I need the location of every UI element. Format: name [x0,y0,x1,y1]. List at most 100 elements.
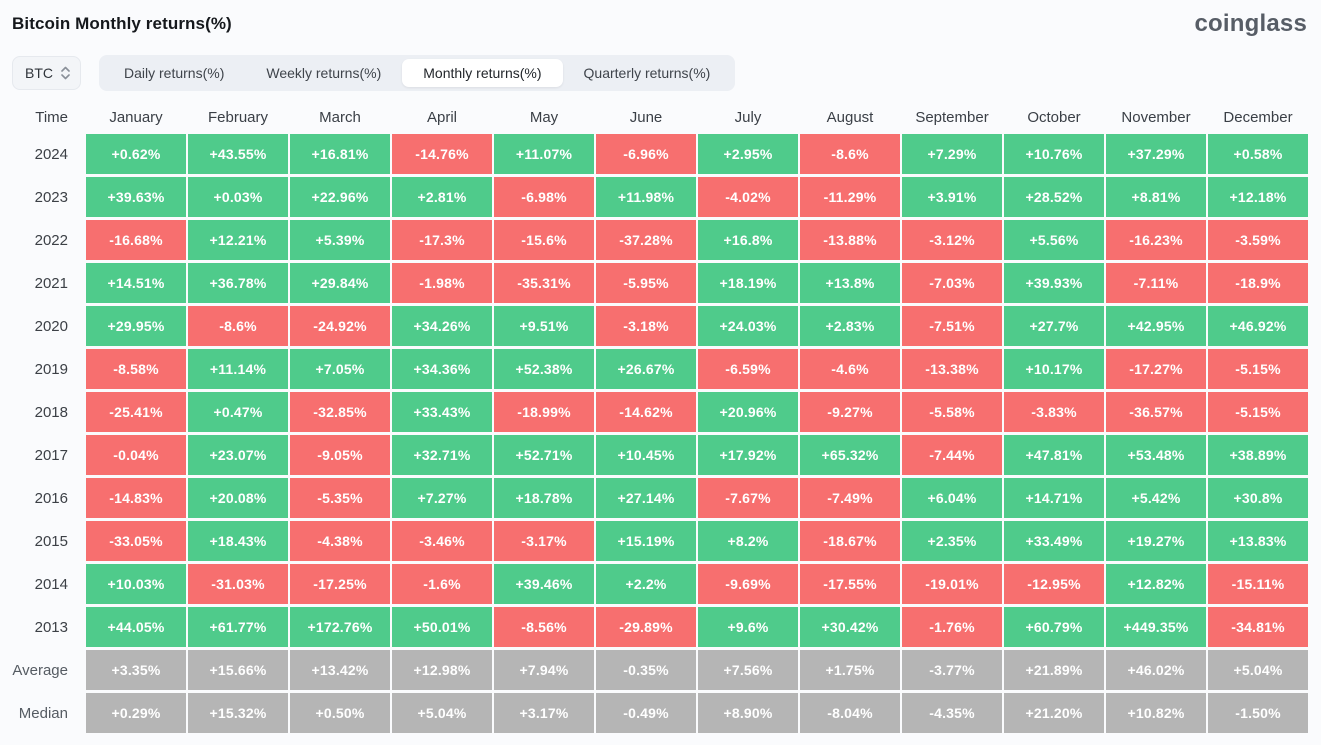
cell-2015-august: -18.67% [800,521,900,561]
cell-2014-september: -19.01% [902,564,1002,604]
cell-median-july: +8.90% [698,693,798,733]
cell-2020-february: -8.6% [188,306,288,346]
cell-2016-april: +7.27% [392,478,492,518]
column-header-time: Time [35,108,68,126]
cell-2018-august: -9.27% [800,392,900,432]
cell-2015-december: +13.83% [1208,521,1308,561]
cell-2022-december: -3.59% [1208,220,1308,260]
column-header-october: October [1027,108,1081,126]
cell-median-december: -1.50% [1208,693,1308,733]
cell-2020-january: +29.95% [86,306,186,346]
cell-2022-october: +5.56% [1004,220,1104,260]
cell-2015-july: +8.2% [698,521,798,561]
column-header-february: February [207,108,269,126]
row-label-2014: 2014 [34,575,68,593]
cell-2021-april: -1.98% [392,263,492,303]
cell-2024-december: +0.58% [1208,134,1308,174]
cell-2015-january: -33.05% [86,521,186,561]
cell-2022-july: +16.8% [698,220,798,260]
cell-median-march: +0.50% [290,693,390,733]
cell-2013-october: +60.79% [1004,607,1104,647]
cell-2015-may: -3.17% [494,521,594,561]
cell-2014-february: -31.03% [188,564,288,604]
cell-2020-august: +2.83% [800,306,900,346]
cell-2023-february: +0.03% [188,177,288,217]
cell-2018-november: -36.57% [1106,392,1206,432]
cell-2018-december: -5.15% [1208,392,1308,432]
cell-2019-june: +26.67% [596,349,696,389]
cell-2018-june: -14.62% [596,392,696,432]
tab-weekly-returns[interactable]: Weekly returns(%) [266,65,382,81]
cell-2013-september: -1.76% [902,607,1002,647]
cell-2018-october: -3.83% [1004,392,1104,432]
cell-2017-january: -0.04% [86,435,186,475]
cell-2015-april: -3.46% [392,521,492,561]
cell-2015-march: -4.38% [290,521,390,561]
cell-2019-may: +52.38% [494,349,594,389]
coin-selector[interactable]: BTC [12,56,81,90]
cell-2023-august: -11.29% [800,177,900,217]
cell-2024-june: -6.96% [596,134,696,174]
cell-2017-february: +23.07% [188,435,288,475]
cell-2019-april: +34.36% [392,349,492,389]
cell-2017-march: -9.05% [290,435,390,475]
cell-2021-july: +18.19% [698,263,798,303]
cell-2024-november: +37.29% [1106,134,1206,174]
cell-2017-june: +10.45% [596,435,696,475]
cell-2019-november: -17.27% [1106,349,1206,389]
cell-median-june: -0.49% [596,693,696,733]
cell-2017-october: +47.81% [1004,435,1104,475]
cell-2017-july: +17.92% [698,435,798,475]
column-header-december: December [1223,108,1293,126]
cell-2018-january: -25.41% [86,392,186,432]
tab-daily-returns[interactable]: Daily returns(%) [124,65,225,81]
cell-2024-august: -8.6% [800,134,900,174]
cell-2023-september: +3.91% [902,177,1002,217]
cell-2021-february: +36.78% [188,263,288,303]
cell-2024-may: +11.07% [494,134,594,174]
cell-2020-may: +9.51% [494,306,594,346]
cell-2018-february: +0.47% [188,392,288,432]
cell-median-april: +5.04% [392,693,492,733]
cell-2014-may: +39.46% [494,564,594,604]
tab-monthly-returns[interactable]: Monthly returns(%) [402,59,563,87]
cell-average-april: +12.98% [392,650,492,690]
row-label-median: Median [18,704,68,722]
cell-2023-april: +2.81% [392,177,492,217]
cell-2024-july: +2.95% [698,134,798,174]
column-header-june: June [629,108,663,126]
cell-2019-january: -8.58% [86,349,186,389]
row-label-2024: 2024 [34,145,68,163]
cell-average-march: +13.42% [290,650,390,690]
cell-2022-february: +12.21% [188,220,288,260]
row-label-2023: 2023 [34,188,68,206]
cell-2019-december: -5.15% [1208,349,1308,389]
cell-median-october: +21.20% [1004,693,1104,733]
cell-2019-october: +10.17% [1004,349,1104,389]
row-label-2013: 2013 [34,618,68,636]
cell-2015-february: +18.43% [188,521,288,561]
cell-2018-april: +33.43% [392,392,492,432]
cell-2024-february: +43.55% [188,134,288,174]
cell-2013-november: +449.35% [1106,607,1206,647]
cell-2022-august: -13.88% [800,220,900,260]
cell-2023-december: +12.18% [1208,177,1308,217]
page-title: Bitcoin Monthly returns(%) [12,14,232,33]
cell-2018-may: -18.99% [494,392,594,432]
cell-2013-february: +61.77% [188,607,288,647]
cell-2016-june: +27.14% [596,478,696,518]
cell-2014-july: -9.69% [698,564,798,604]
cell-2019-february: +11.14% [188,349,288,389]
column-header-july: July [734,108,762,126]
cell-2017-april: +32.71% [392,435,492,475]
row-label-2020: 2020 [34,317,68,335]
cell-2022-november: -16.23% [1106,220,1206,260]
cell-median-september: -4.35% [902,693,1002,733]
cell-2020-march: -24.92% [290,306,390,346]
cell-2020-july: +24.03% [698,306,798,346]
cell-2014-november: +12.82% [1106,564,1206,604]
cell-2021-september: -7.03% [902,263,1002,303]
tab-quarterly-returns[interactable]: Quarterly returns(%) [583,65,711,81]
cell-2013-december: -34.81% [1208,607,1308,647]
